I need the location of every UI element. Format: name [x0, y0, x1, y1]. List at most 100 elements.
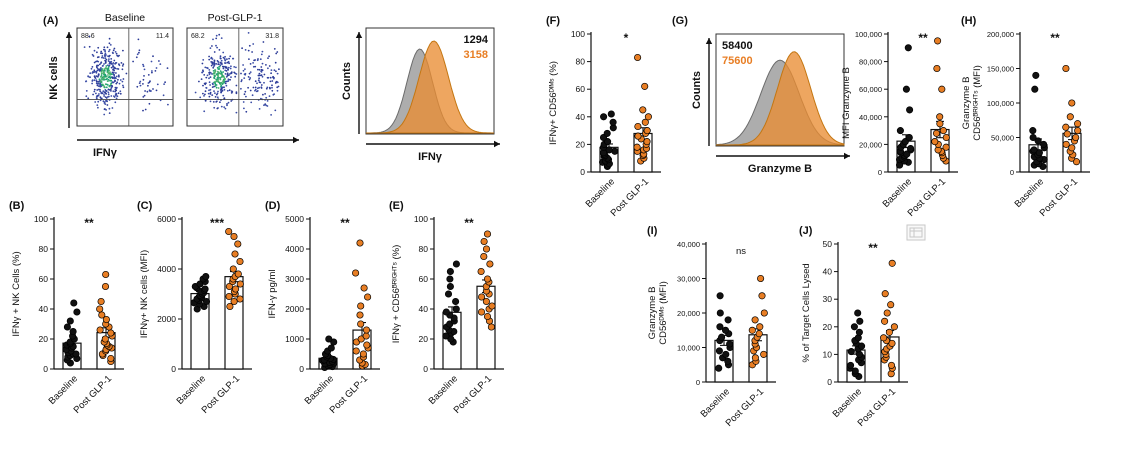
y-axis-label: MFI Granzyme B [841, 67, 852, 139]
panel-letter: (H) [961, 15, 977, 27]
data-point [936, 120, 944, 128]
panel-j-chart: (J) 0 10 20 30 40 50 % of Target Cells Lysed Bas… [798, 218, 924, 450]
y-tick-label: 20 [419, 334, 429, 344]
quadrant-pct-left: 68.2 [191, 33, 205, 40]
y-tick-label: 6000 [157, 214, 176, 224]
data-point [1063, 130, 1071, 138]
significance-label: ns [736, 246, 746, 257]
y-axis-label: IFNγ + NK Cells (%) [11, 251, 22, 336]
panel-letter: (G) [672, 15, 688, 27]
data-point [1030, 146, 1038, 154]
data-point [603, 129, 611, 137]
data-point [643, 127, 651, 135]
data-point [721, 326, 730, 334]
data-point [1068, 99, 1076, 107]
y-tick-label: 10,000 [677, 344, 700, 353]
flow-dot-cloud [83, 35, 169, 116]
data-point [359, 350, 367, 358]
y-tick-label: 100 [571, 29, 585, 39]
y-tick-label: 30 [823, 294, 833, 304]
data-point [234, 240, 242, 248]
data-point [477, 308, 486, 316]
data-point [357, 320, 365, 328]
chart-J: (J) 0 10 20 30 40 50 % of Target Cells Lysed Bas… [799, 225, 908, 429]
data-point [107, 329, 115, 337]
data-point [854, 309, 862, 317]
data-point [847, 348, 855, 356]
data-point [855, 328, 863, 336]
y-axis-label: Granzyme B [961, 77, 972, 130]
data-point [201, 285, 209, 293]
quadrant-pct-left: 88.6 [81, 33, 95, 40]
flow-plot-title: Post-GLP-1 [208, 12, 263, 24]
data-point [881, 317, 889, 325]
flow-plot-title: Baseline [105, 12, 145, 24]
y-tick-label: 10 [823, 349, 833, 359]
y-tick-label: 20 [576, 139, 586, 149]
data-point [486, 260, 494, 268]
chart-F: (F) 0 20 40 60 80 100 IFNγ+ CD56ᴰᴵᴹˢ (%) Baselin… [546, 15, 661, 219]
y-tick-label: 100 [414, 214, 428, 224]
y-tick-label: 100,000 [987, 99, 1014, 108]
data-point [101, 282, 110, 291]
chart-A-flow: (A) Baseline 88.6 11.4 Post-GLP-1 68.2 31.8 NK … [43, 12, 299, 159]
data-point [352, 347, 360, 355]
data-point [102, 270, 110, 279]
histogram-mfi-value: 75600 [722, 55, 753, 67]
data-point [1062, 123, 1070, 131]
data-point [643, 138, 651, 146]
panel-g-granzyme-histogram: (G) 58400 75600 Counts Granzyme B [670, 8, 858, 180]
panel-letter: (B) [9, 200, 25, 212]
data-point [938, 85, 946, 93]
y-tick-label: 1000 [285, 334, 304, 344]
data-point [98, 311, 106, 319]
significance-label: ** [340, 216, 350, 230]
data-point [226, 302, 234, 311]
data-point [609, 118, 617, 126]
data-point [229, 265, 237, 273]
panel-i-chart: (I) 0 10,000 20,000 30,000 40,000 Granzyme B CD… [646, 218, 796, 450]
significance-label: * [624, 31, 629, 45]
y-axis-label: Counts [691, 71, 703, 109]
y-tick-label: 0 [1010, 168, 1014, 177]
significance-label: ** [464, 216, 474, 230]
data-point [442, 332, 450, 340]
data-point [1072, 133, 1080, 142]
data-point [933, 64, 941, 73]
y-tick-label: 40 [39, 304, 49, 314]
data-point [482, 245, 491, 253]
data-point [716, 292, 724, 300]
x-axis-label: IFNγ [93, 147, 118, 159]
data-point [905, 133, 913, 142]
data-point [880, 334, 888, 342]
data-point [936, 113, 944, 121]
data-point [847, 361, 855, 369]
data-point [932, 129, 941, 137]
panel-b-chart: (B) 0 20 40 60 80 100 IFNγ + NK Cells (%) Baseli… [8, 193, 134, 443]
panel-d-chart: (D) 0 1000 2000 3000 4000 5000 IFN-γ pg/ml Basel… [264, 193, 390, 443]
y-tick-label: 40 [419, 304, 429, 314]
data-point [477, 267, 485, 276]
y-tick-label: 20,000 [677, 309, 700, 318]
data-point [225, 282, 233, 291]
y-tick-label: 80,000 [859, 58, 882, 67]
y-tick-label: 30,000 [677, 275, 700, 284]
data-point [442, 308, 450, 316]
data-point [452, 297, 460, 306]
y-tick-label: 40 [823, 267, 833, 277]
y-tick-label: 40,000 [677, 240, 700, 249]
data-point [230, 232, 238, 241]
histogram-curve [716, 51, 845, 146]
data-point [487, 323, 495, 331]
x-axis-label: IFNγ [418, 151, 443, 163]
chart-I: (I) 0 10,000 20,000 30,000 40,000 Granzyme B CD… [647, 225, 776, 429]
y-axis-label: CD56ᴮᴿᴵᴳᴴᵀˢ (MFI) [972, 65, 983, 141]
data-point [231, 250, 239, 258]
flow-plot-frame [186, 27, 284, 127]
x-category-label: Baseline [881, 176, 915, 210]
chart-C: (C) 0 2000 4000 6000 IFNγ+ NK cells (MFI) Base… [137, 200, 252, 416]
quadrant-pct-right: 11.4 [156, 33, 169, 40]
data-point [488, 302, 496, 310]
data-point [856, 317, 864, 325]
panel-f-chart: (F) 0 20 40 60 80 100 IFNγ+ CD56ᴰᴵᴹˢ (%) Baselin… [545, 8, 671, 240]
